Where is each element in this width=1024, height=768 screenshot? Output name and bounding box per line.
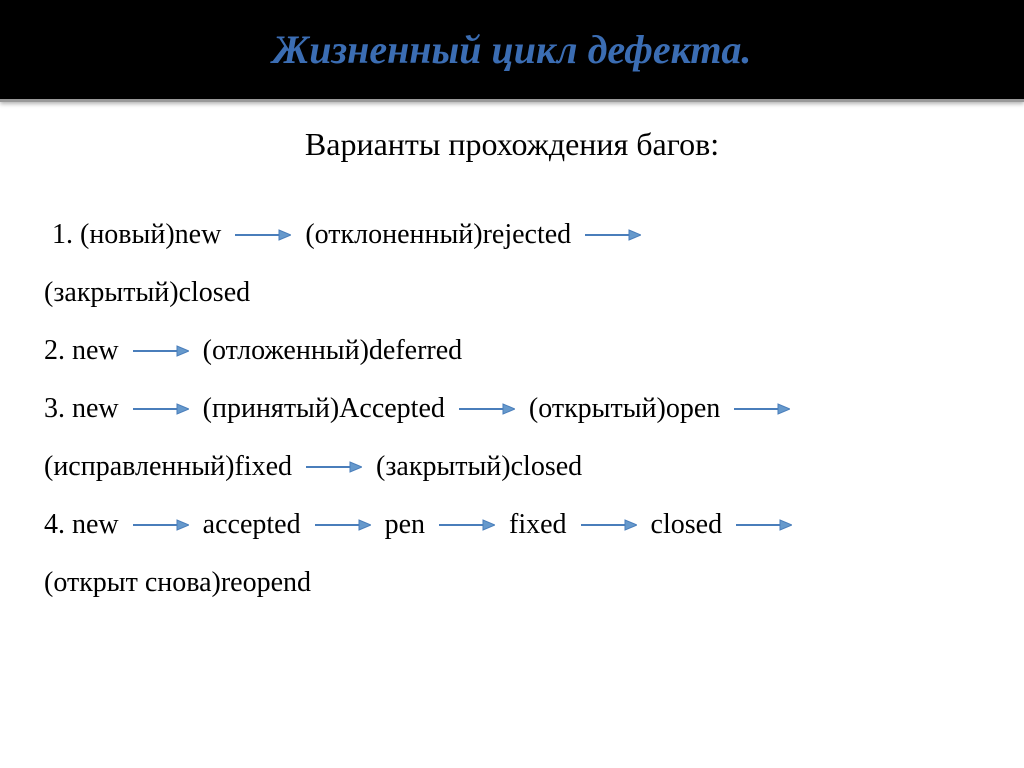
flow-token: (закрытый)closed	[376, 453, 582, 481]
flow-line: 4. new accepted pen fixed closed	[44, 511, 980, 539]
flow-line: (открыт снова)reopend	[44, 569, 980, 597]
arrow-icon	[306, 460, 362, 474]
flow-line: 3. new (принятый)Accepted (открытый)open	[44, 395, 980, 423]
flow-line: (исправленный)fixed (закрытый)closed	[44, 453, 980, 481]
flow-token: pen	[385, 511, 425, 539]
flow-token: accepted	[203, 511, 301, 539]
flow-token: (закрытый)closed	[44, 279, 250, 307]
flow-token: 2. new	[44, 337, 119, 365]
arrow-icon	[585, 228, 641, 242]
flow-token: 4. new	[44, 511, 119, 539]
flow-token: (исправленный)fixed	[44, 453, 292, 481]
arrow-icon	[439, 518, 495, 532]
flow-token: (принятый)Accepted	[203, 395, 445, 423]
arrow-icon	[736, 518, 792, 532]
arrow-icon	[581, 518, 637, 532]
title-bar: Жизненный цикл дефекта.	[0, 0, 1024, 102]
flow-line: (закрытый)closed	[44, 279, 980, 307]
arrow-icon	[459, 402, 515, 416]
flow-token: 3. new	[44, 395, 119, 423]
arrow-icon	[133, 402, 189, 416]
flows-container: 1. (новый)new (отклоненный)rejected (закры…	[44, 221, 980, 597]
subtitle: Варианты прохождения багов:	[44, 126, 980, 163]
flow-token: 1. (новый)new	[52, 221, 221, 249]
flow-token: (открыт снова)reopend	[44, 569, 311, 597]
content-area: Варианты прохождения багов: 1. (новый)ne…	[0, 102, 1024, 597]
arrow-icon	[315, 518, 371, 532]
flow-line: 2. new (отложенный)deferred	[44, 337, 980, 365]
flow-token: closed	[651, 511, 723, 539]
flow-token: (открытый)open	[529, 395, 720, 423]
flow-token: (отклоненный)rejected	[305, 221, 571, 249]
slide-title: Жизненный цикл дефекта.	[273, 26, 752, 73]
arrow-icon	[235, 228, 291, 242]
arrow-icon	[734, 402, 790, 416]
flow-token: fixed	[509, 511, 567, 539]
arrow-icon	[133, 344, 189, 358]
flow-token: (отложенный)deferred	[203, 337, 463, 365]
arrow-icon	[133, 518, 189, 532]
flow-line: 1. (новый)new (отклоненный)rejected	[44, 221, 980, 249]
